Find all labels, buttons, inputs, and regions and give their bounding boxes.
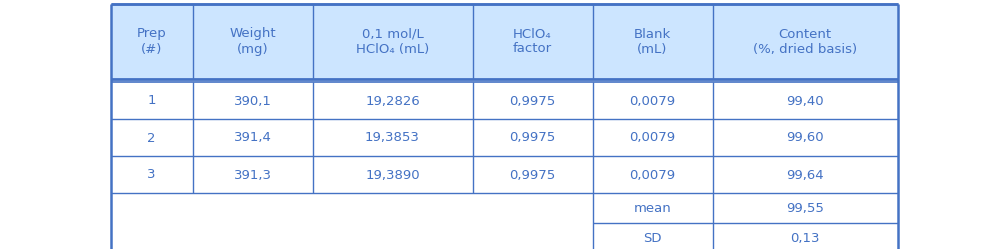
Text: 3: 3 — [147, 169, 156, 182]
Text: 0,1 mol/L
HClO₄ (mL): 0,1 mol/L HClO₄ (mL) — [356, 27, 429, 56]
Text: 0,9975: 0,9975 — [509, 95, 555, 108]
Bar — [111, 120, 897, 157]
Bar — [111, 82, 897, 120]
Bar — [593, 193, 897, 224]
Text: 0,9975: 0,9975 — [509, 169, 555, 182]
Text: 19,3853: 19,3853 — [365, 131, 420, 144]
Text: 0,0079: 0,0079 — [629, 169, 675, 182]
Text: 391,4: 391,4 — [234, 131, 271, 144]
Text: 0,13: 0,13 — [790, 232, 820, 245]
Bar — [111, 4, 897, 79]
Text: 19,2826: 19,2826 — [365, 95, 420, 108]
Text: 99,40: 99,40 — [786, 95, 824, 108]
Text: 0,0079: 0,0079 — [629, 95, 675, 108]
Text: HClO₄
factor: HClO₄ factor — [513, 27, 552, 56]
Text: 0,0079: 0,0079 — [629, 131, 675, 144]
Text: Weight
(mg): Weight (mg) — [229, 27, 276, 56]
Text: 0,9975: 0,9975 — [509, 131, 555, 144]
Text: 99,55: 99,55 — [786, 202, 824, 215]
Bar — [593, 224, 897, 249]
Text: Prep
(#): Prep (#) — [137, 27, 166, 56]
Text: SD: SD — [643, 232, 661, 245]
Text: 2: 2 — [147, 131, 156, 144]
Text: 19,3890: 19,3890 — [365, 169, 419, 182]
Text: 99,64: 99,64 — [786, 169, 824, 182]
Text: 391,3: 391,3 — [234, 169, 271, 182]
Text: mean: mean — [634, 202, 671, 215]
Text: 1: 1 — [147, 95, 156, 108]
Text: 99,60: 99,60 — [786, 131, 824, 144]
Text: 390,1: 390,1 — [234, 95, 271, 108]
Bar — [111, 157, 897, 193]
Text: Blank
(mL): Blank (mL) — [634, 27, 671, 56]
Text: Content
(%, dried basis): Content (%, dried basis) — [753, 27, 857, 56]
